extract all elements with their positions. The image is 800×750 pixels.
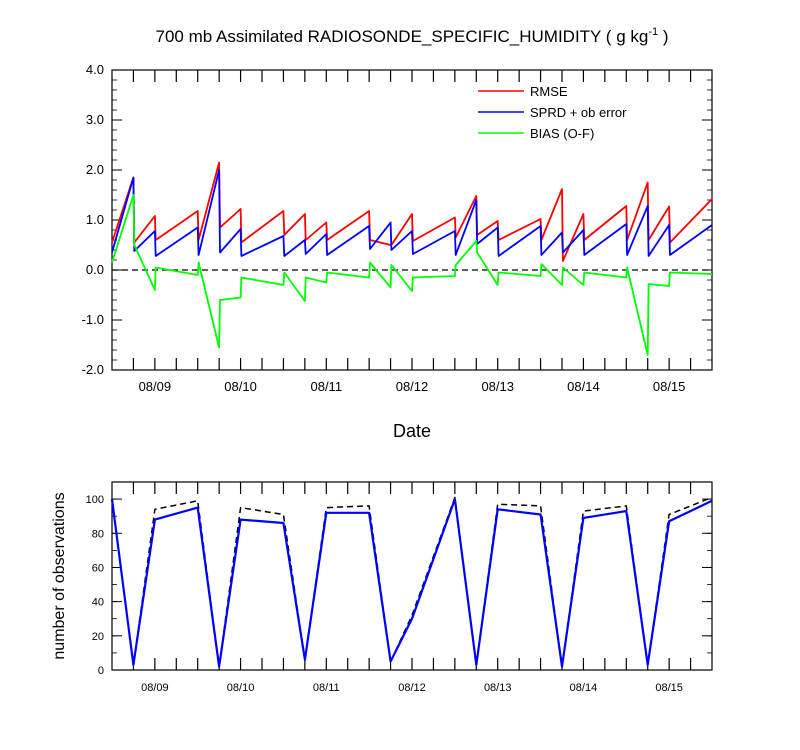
x-tick-label: 08/14 xyxy=(567,379,600,394)
x-tick-label: 08/09 xyxy=(139,379,172,394)
x-tick-label: 08/10 xyxy=(227,682,255,694)
bottom-series-group xyxy=(110,496,713,668)
legend-label-bias: BIAS (O-F) xyxy=(530,126,594,141)
bottom-plot-frame xyxy=(111,481,713,671)
bottom-y-axis-label: number of observations xyxy=(51,492,68,659)
obs-line-possible xyxy=(111,496,713,668)
y-tick-label: 40 xyxy=(92,597,104,609)
legend: RMSE SPRD + ob error BIAS (O-F) xyxy=(478,84,627,141)
bottom-x-axis: 08/09 08/10 08/11 08/12 08/13 08/14 08/15 xyxy=(132,482,692,694)
y-tick-label: 3.0 xyxy=(86,112,104,127)
top-series-group xyxy=(111,161,713,356)
y-tick-label: 0.0 xyxy=(86,262,104,277)
x-tick-label: 08/10 xyxy=(224,379,257,394)
y-tick-label: -1.0 xyxy=(82,312,104,327)
obs-line-used xyxy=(110,498,713,668)
x-tick-label: 08/15 xyxy=(655,682,683,694)
top-y-axis: 4.0 3.0 2.0 1.0 0.0 -1.0 -2.0 xyxy=(82,62,712,377)
legend-label-sprd: SPRD + ob error xyxy=(530,105,627,120)
x-tick-label: 08/12 xyxy=(398,682,426,694)
y-tick-label: 1.0 xyxy=(86,212,104,227)
x-tick-label: 08/15 xyxy=(653,379,686,394)
bottom-y-axis: 0 20 40 60 80 100 xyxy=(86,481,712,677)
y-tick-label: 2.0 xyxy=(86,162,104,177)
y-tick-label: 20 xyxy=(92,631,104,643)
y-tick-label: 60 xyxy=(92,562,104,574)
series-line-rmse xyxy=(111,161,713,262)
y-tick-label: -2.0 xyxy=(82,362,104,377)
x-tick-label: 08/11 xyxy=(313,682,340,694)
y-tick-label: 80 xyxy=(92,528,104,540)
y-tick-label: 100 xyxy=(86,494,104,506)
x-tick-label: 08/09 xyxy=(141,682,169,694)
x-tick-label: 08/14 xyxy=(570,682,598,694)
x-tick-label: 08/13 xyxy=(484,682,512,694)
chart-title: 700 mb Assimilated RADIOSONDE_SPECIFIC_H… xyxy=(156,26,669,46)
top-x-axis: 08/09 08/10 08/11 08/12 08/13 08/14 08/15 xyxy=(132,70,692,394)
series-line-sprd-ob-error xyxy=(111,169,713,257)
y-tick-label: 4.0 xyxy=(86,62,104,77)
top-x-axis-label: Date xyxy=(393,421,431,441)
y-tick-label: 0 xyxy=(98,665,104,677)
top-panel: 4.03.02.01.00.0-1.0-2.0 08/09 08/10 08/11 0… xyxy=(82,62,713,441)
series-line-bias-o-f xyxy=(111,194,713,356)
legend-label-rmse: RMSE xyxy=(530,84,568,99)
x-tick-label: 08/11 xyxy=(310,379,342,394)
x-tick-label: 08/12 xyxy=(396,379,429,394)
x-tick-label: 08/13 xyxy=(481,379,514,394)
